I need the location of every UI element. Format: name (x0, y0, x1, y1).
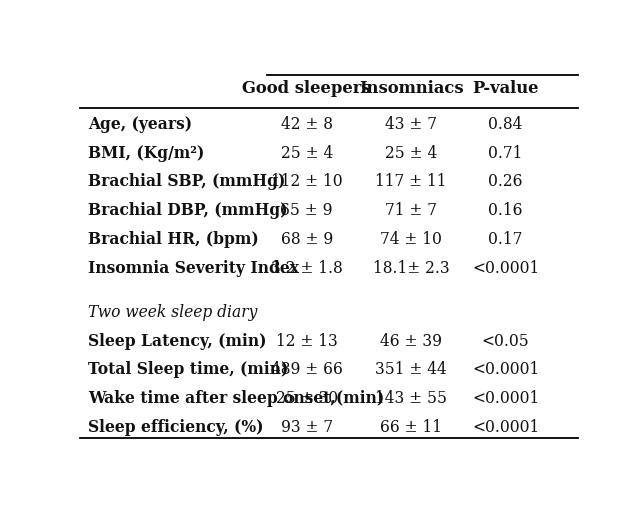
Text: Total Sleep time, (min): Total Sleep time, (min) (88, 361, 288, 379)
Text: 0.71: 0.71 (489, 145, 523, 161)
Text: Brachial HR, (bpm): Brachial HR, (bpm) (88, 231, 259, 248)
Text: 143 ± 55: 143 ± 55 (375, 390, 447, 407)
Text: BMI, (Kg/m²): BMI, (Kg/m²) (88, 145, 204, 161)
Text: 68 ± 9: 68 ± 9 (281, 231, 333, 248)
Text: <0.0001: <0.0001 (472, 390, 539, 407)
Text: Insomnia Severity Index: Insomnia Severity Index (88, 260, 299, 276)
Text: 0.26: 0.26 (489, 173, 523, 191)
Text: 3.2 ± 1.8: 3.2 ± 1.8 (271, 260, 343, 276)
Text: P-value: P-value (473, 80, 539, 97)
Text: Brachial DBP, (mmHg): Brachial DBP, (mmHg) (88, 202, 288, 219)
Text: 489 ± 66: 489 ± 66 (271, 361, 343, 379)
Text: <0.0001: <0.0001 (472, 260, 539, 276)
Text: 0.17: 0.17 (489, 231, 523, 248)
Text: Two week sleep diary: Two week sleep diary (88, 304, 257, 321)
Text: <0.0001: <0.0001 (472, 419, 539, 436)
Text: 351 ± 44: 351 ± 44 (375, 361, 447, 379)
Text: Wake time after sleep onset,(min): Wake time after sleep onset,(min) (88, 390, 384, 407)
Text: Insomniacs: Insomniacs (359, 80, 464, 97)
Text: <0.05: <0.05 (482, 333, 530, 350)
Text: 74 ± 10: 74 ± 10 (380, 231, 442, 248)
Text: 0.16: 0.16 (489, 202, 523, 219)
Text: 117 ± 11: 117 ± 11 (376, 173, 447, 191)
Text: 18.1± 2.3: 18.1± 2.3 (373, 260, 449, 276)
Text: 112 ± 10: 112 ± 10 (271, 173, 342, 191)
Text: Age, (years): Age, (years) (88, 116, 192, 133)
Text: 25 ± 30: 25 ± 30 (275, 390, 338, 407)
Text: 93 ± 7: 93 ± 7 (281, 419, 333, 436)
Text: 25 ± 4: 25 ± 4 (281, 145, 333, 161)
Text: 42 ± 8: 42 ± 8 (281, 116, 333, 133)
Text: 46 ± 39: 46 ± 39 (380, 333, 442, 350)
Text: Sleep efficiency, (%): Sleep efficiency, (%) (88, 419, 263, 436)
Text: <0.0001: <0.0001 (472, 361, 539, 379)
Text: 71 ± 7: 71 ± 7 (385, 202, 437, 219)
Text: Good sleepers: Good sleepers (242, 80, 371, 97)
Text: 12 ± 13: 12 ± 13 (276, 333, 338, 350)
Text: Brachial SBP, (mmHg): Brachial SBP, (mmHg) (88, 173, 285, 191)
Text: 25 ± 4: 25 ± 4 (385, 145, 437, 161)
Text: Sleep Latency, (min): Sleep Latency, (min) (88, 333, 266, 350)
Text: 65 ± 9: 65 ± 9 (281, 202, 333, 219)
Text: 66 ± 11: 66 ± 11 (380, 419, 442, 436)
Text: 0.84: 0.84 (489, 116, 523, 133)
Text: 43 ± 7: 43 ± 7 (385, 116, 437, 133)
